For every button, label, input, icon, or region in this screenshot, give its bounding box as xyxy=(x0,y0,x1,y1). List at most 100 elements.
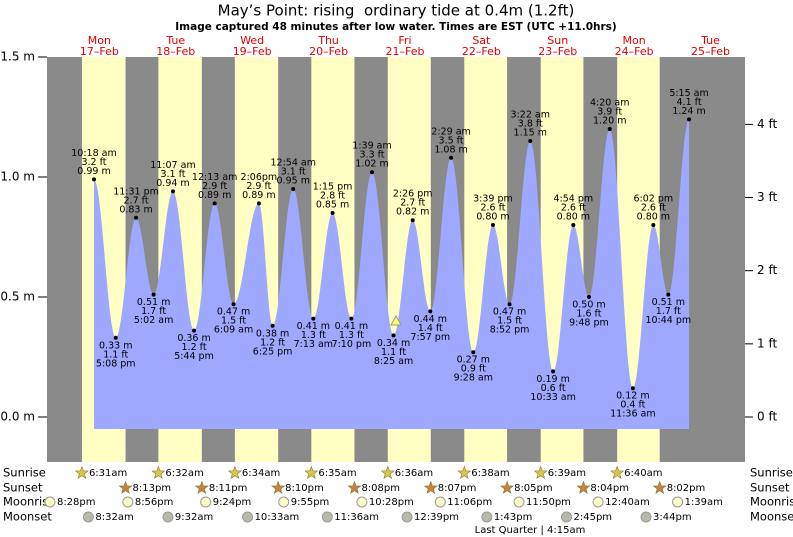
day-label: Wed xyxy=(240,34,264,47)
tide-label: 3.3 ft xyxy=(360,150,385,161)
day-label: Tue xyxy=(700,34,720,47)
tide-label: 3.9 ft xyxy=(597,107,622,118)
tide-label: 1.5 ft xyxy=(221,316,246,327)
sunset-icon xyxy=(347,480,362,494)
moonset-icon xyxy=(321,511,333,523)
sunset-time: 8:07pm xyxy=(438,483,477,494)
tide-label: 0.83 m xyxy=(119,204,152,215)
y-tick-label: 0.0 m xyxy=(0,410,35,424)
tide-label: 0.27 m xyxy=(457,355,490,366)
day-label: Mon xyxy=(88,34,111,47)
sunset-icon xyxy=(500,480,515,494)
tide-label: 1.24 m xyxy=(672,106,705,117)
day-label: Fri xyxy=(398,34,411,47)
tide-point xyxy=(607,127,612,131)
tide-label: 0.6 ft xyxy=(541,383,566,394)
tide-label: 1.02 m xyxy=(355,159,388,170)
moonrise-icon xyxy=(513,496,525,508)
tide-point xyxy=(651,223,656,227)
tide-label: 0.38 m xyxy=(256,328,289,339)
tide-label: 0.82 m xyxy=(396,207,429,218)
row-label: Sunrise xyxy=(750,466,793,480)
date-label: 24–Feb xyxy=(615,45,654,58)
tide-label: 11:31 pm xyxy=(113,186,159,197)
tide-label: 4:54 pm xyxy=(554,194,594,205)
tide-point xyxy=(528,139,533,143)
day-label: Thu xyxy=(317,34,339,47)
sunrise-icon xyxy=(304,465,319,479)
tide-label: 0.44 m xyxy=(414,314,447,325)
tide-label: 0.89 m xyxy=(198,190,231,201)
tide-label: 5:08 pm xyxy=(96,358,136,369)
tide-label: 3:22 am xyxy=(511,110,550,121)
tide-label: 10:18 am xyxy=(71,148,116,159)
moonrise-icon xyxy=(200,496,212,508)
moonrise-icon xyxy=(672,496,684,508)
moonrise-time: 9:24pm xyxy=(213,497,252,508)
tide-label: 1.5 ft xyxy=(497,316,522,327)
day-label: Tue xyxy=(165,34,185,47)
tide-label: 2.9 ft xyxy=(202,181,227,192)
moonset-icon xyxy=(481,511,493,523)
tide-point xyxy=(370,170,375,175)
date-label: 19–Feb xyxy=(233,45,272,58)
y2-tick-label: 3 ft xyxy=(757,190,777,204)
moonset-icon xyxy=(242,511,254,523)
date-label: 23–Feb xyxy=(538,45,577,58)
moonrise-time: 8:28pm xyxy=(57,497,96,508)
sunrise-time: 6:39am xyxy=(548,468,586,479)
y-tick-label: 1.5 m xyxy=(0,50,35,64)
moonrise-time: 12:40am xyxy=(605,497,650,508)
tide-label: 3.8 ft xyxy=(518,119,543,130)
tide-label: 2:06pm xyxy=(241,172,278,183)
tide-label: 0.47 m xyxy=(217,307,250,318)
date-label: 22–Feb xyxy=(462,45,501,58)
sunrise-icon xyxy=(227,465,242,479)
y-tick-label: 0.5 m xyxy=(0,290,35,304)
tide-label: 1.1 ft xyxy=(381,347,406,358)
tide-point xyxy=(212,201,217,206)
tide-label: 3.1 ft xyxy=(281,167,306,178)
y2-tick-label: 0 ft xyxy=(757,410,777,424)
tide-label: 1.3 ft xyxy=(339,330,364,341)
tide-point xyxy=(551,369,556,374)
moonrise-icon xyxy=(434,496,446,508)
row-label: Moonrise xyxy=(750,495,793,509)
tide-label: 9:28 am xyxy=(454,373,493,384)
moonrise-icon xyxy=(44,496,56,508)
tide-label: 1.08 m xyxy=(434,144,467,155)
tide-label: 0.99 m xyxy=(77,166,110,177)
tide-label: 1.4 ft xyxy=(418,323,443,334)
tide-label: 7:10 pm xyxy=(332,339,372,350)
tide-label: 0.41 m xyxy=(297,321,330,332)
sunset-icon xyxy=(118,480,133,494)
tide-label: 2.9 ft xyxy=(246,181,271,192)
row-label: Sunset xyxy=(3,481,43,495)
tide-point xyxy=(507,302,512,307)
moonset-time: 2:45pm xyxy=(574,512,613,523)
sunset-icon xyxy=(423,480,438,494)
tide-label: 1.1 ft xyxy=(103,349,128,360)
tide-label: 8:52 pm xyxy=(490,325,530,336)
tide-label: 0.34 m xyxy=(377,338,410,349)
tide-point xyxy=(270,323,275,328)
tide-label: 0.50 m xyxy=(572,300,605,311)
chart-subtitle: Image captured 48 minutes after low wate… xyxy=(175,21,616,33)
tide-point xyxy=(687,117,692,122)
tide-label: 0.51 m xyxy=(137,297,170,308)
sunrise-time: 6:35am xyxy=(318,468,356,479)
sunset-time: 8:04pm xyxy=(590,483,629,494)
tide-label: 2.7 ft xyxy=(124,195,149,206)
y2-tick-label: 2 ft xyxy=(757,263,777,277)
tide-label: 3.1 ft xyxy=(160,169,185,180)
sunset-time: 8:08pm xyxy=(361,483,400,494)
moonrise-time: 11:50pm xyxy=(526,497,571,508)
sunrise-icon xyxy=(457,465,472,479)
sunset-icon xyxy=(652,480,667,494)
tide-label: 7:57 pm xyxy=(410,332,450,343)
tide-point xyxy=(490,223,495,227)
moonset-time: 9:32am xyxy=(175,512,213,523)
tide-label: 0.4 ft xyxy=(620,400,645,411)
day-label: Sat xyxy=(472,34,491,47)
tide-label: 4.1 ft xyxy=(677,97,702,108)
